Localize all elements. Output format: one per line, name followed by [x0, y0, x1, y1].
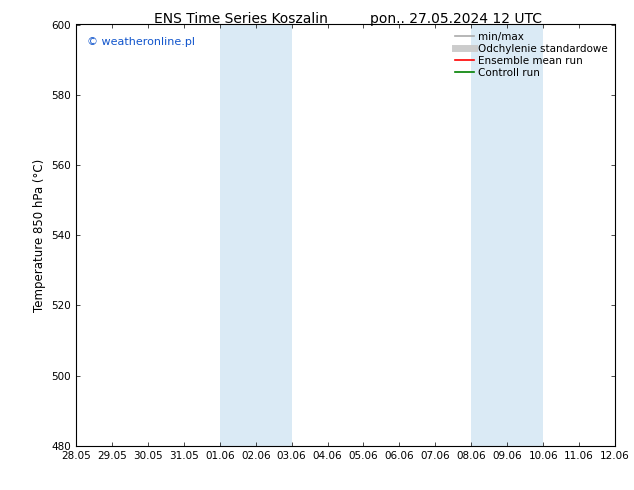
- Bar: [471, 24, 543, 446]
- Text: © weatheronline.pl: © weatheronline.pl: [87, 37, 195, 47]
- Legend: min/max, Odchylenie standardowe, Ensemble mean run, Controll run: min/max, Odchylenie standardowe, Ensembl…: [451, 27, 612, 82]
- Text: pon.. 27.05.2024 12 UTC: pon.. 27.05.2024 12 UTC: [370, 12, 543, 26]
- Y-axis label: Temperature 850 hPa (°C): Temperature 850 hPa (°C): [33, 159, 46, 312]
- Text: ENS Time Series Koszalin: ENS Time Series Koszalin: [154, 12, 328, 26]
- Bar: [220, 24, 292, 446]
